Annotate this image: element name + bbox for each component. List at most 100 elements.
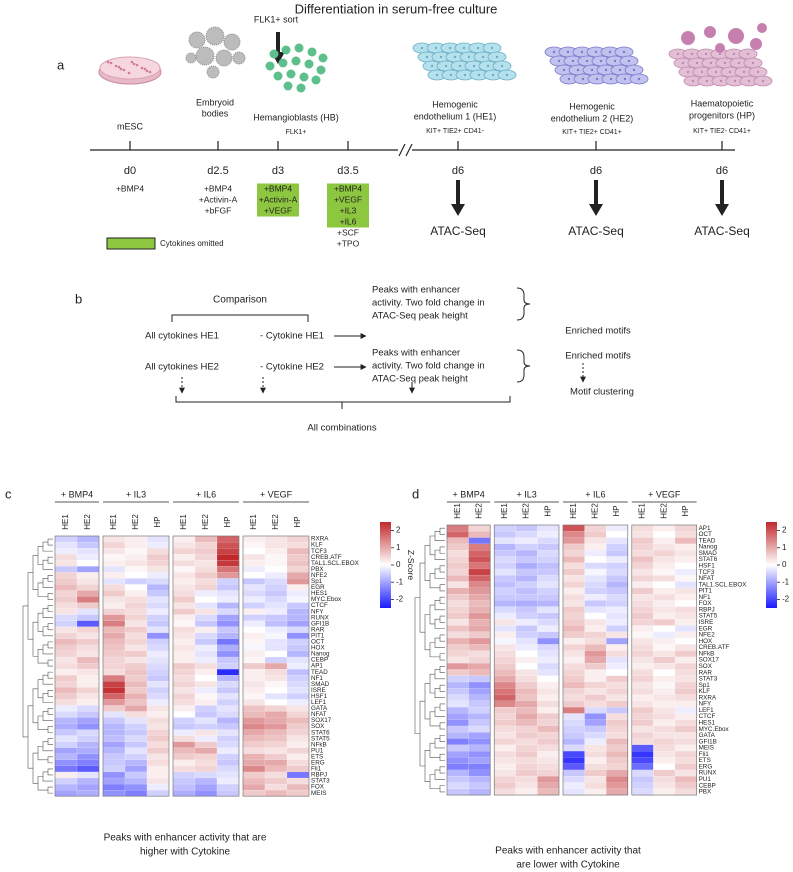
heatmap-cell	[537, 663, 560, 670]
heatmap-cell	[631, 700, 654, 708]
heatmap-cell	[286, 644, 310, 652]
heatmap-cell	[446, 763, 469, 771]
heatmap-cell	[468, 594, 491, 601]
heatmap-cell	[172, 759, 196, 767]
heatmap-cell	[584, 751, 607, 758]
dendrogram	[47, 756, 53, 764]
heatmap-cell	[606, 700, 628, 708]
heatmap-cell	[124, 535, 148, 543]
heatmap-cell	[172, 535, 196, 543]
heatmap-cell	[76, 554, 100, 561]
hemangioblast	[296, 83, 306, 93]
nucleus	[439, 55, 443, 59]
heatmap-cell	[76, 626, 100, 634]
heatmap-cell	[264, 608, 288, 615]
heatmap-cell	[194, 735, 218, 742]
cytokine: +VEGF	[264, 205, 292, 215]
heatmap-cell	[515, 556, 538, 563]
figure-title: Differentiation in serum-free culture	[295, 1, 498, 16]
heatmap-cell	[172, 693, 196, 700]
heatmap-cell	[674, 537, 697, 545]
assay-label: ATAC-Seq	[694, 224, 750, 238]
heatmap-cell	[653, 744, 676, 752]
heatmap-cell	[468, 757, 491, 764]
heatmap-cell	[124, 566, 148, 573]
heatmap-cell	[537, 575, 560, 582]
heatmap-cell	[562, 663, 585, 670]
heatmap-cell	[606, 751, 628, 758]
column-label: HE2	[131, 514, 140, 530]
heatmap-cell	[494, 594, 516, 601]
heatmap-cell	[286, 790, 310, 797]
heatmap-cell	[242, 687, 266, 694]
heatmap-cell	[631, 606, 654, 614]
heatmap-cell	[76, 535, 100, 543]
heatmap-cell	[194, 771, 218, 779]
heatmap-cell	[216, 632, 240, 640]
stage-name: bodies	[202, 108, 229, 118]
heatmap-cell	[264, 566, 288, 573]
heatmap-cell	[631, 744, 654, 752]
dendrogram	[439, 735, 445, 742]
heatmap-cell	[102, 572, 126, 579]
heatmap-cell	[146, 638, 170, 646]
heatmap-cell	[446, 568, 469, 576]
heatmap-cell	[446, 575, 469, 582]
nucleus	[430, 64, 434, 68]
result-text: activity. Two fold change in	[372, 361, 485, 372]
dendrogram	[32, 621, 38, 657]
row-label: CTCF	[311, 602, 328, 609]
heatmap-cell	[537, 637, 560, 645]
heatmap-cell	[584, 587, 607, 595]
heatmap-cell	[537, 587, 560, 595]
heatmap-cell	[653, 644, 676, 651]
heatmap-cell	[562, 763, 585, 771]
omitted-highlight	[257, 183, 299, 195]
result-text: ATAC-Seq peak height	[372, 374, 468, 385]
heatmap-cell	[146, 723, 170, 730]
heatmap-cell	[631, 725, 654, 733]
cell	[145, 69, 149, 73]
heatmap-cell	[653, 524, 676, 532]
panel-label: c	[5, 486, 12, 501]
heatmap-cell	[653, 688, 676, 695]
heatmap-cell	[124, 777, 148, 785]
heatmap-cell	[674, 581, 697, 589]
heatmap-cell	[146, 596, 170, 603]
column-label: HE1	[61, 514, 70, 530]
heatmap-cell	[172, 584, 196, 591]
heatmap-cell	[515, 694, 538, 702]
hemangioblast	[318, 53, 328, 63]
heatmap-cell	[515, 732, 538, 739]
heatmap-cell	[631, 757, 654, 764]
heatmap-cell	[631, 776, 654, 783]
heatmap-cell	[286, 626, 310, 634]
heatmap-cell	[242, 717, 266, 724]
embryoid-body	[195, 46, 215, 66]
row-label: RXRA	[699, 694, 717, 701]
nucleus	[500, 64, 504, 68]
heatmap-cell	[286, 669, 310, 676]
heatmap-cell	[468, 769, 491, 777]
heatmap-cell	[172, 687, 196, 694]
heatmap-cell	[76, 735, 100, 742]
heatmap-cell	[468, 700, 491, 708]
heatmap-cell	[264, 632, 288, 640]
timeline-break	[405, 143, 413, 157]
heatmap-cell	[102, 705, 126, 712]
heatmap-cell	[146, 705, 170, 712]
heatmap-cell	[124, 711, 148, 718]
heatmap-cell	[124, 632, 148, 640]
heatmap-cell	[102, 771, 126, 779]
heatmap-cell	[124, 584, 148, 591]
heatmap-cell	[653, 619, 676, 626]
heatmap-cell	[76, 602, 100, 609]
hemangioblast	[265, 61, 275, 71]
heatmap-cell	[584, 575, 607, 582]
heatmap-cell	[515, 669, 538, 676]
heatmap-cell	[446, 581, 469, 589]
heatmap-cell	[446, 694, 469, 702]
heatmap-cell	[446, 543, 469, 551]
heatmap-cell	[653, 732, 676, 739]
column-label: HE1	[569, 503, 578, 519]
